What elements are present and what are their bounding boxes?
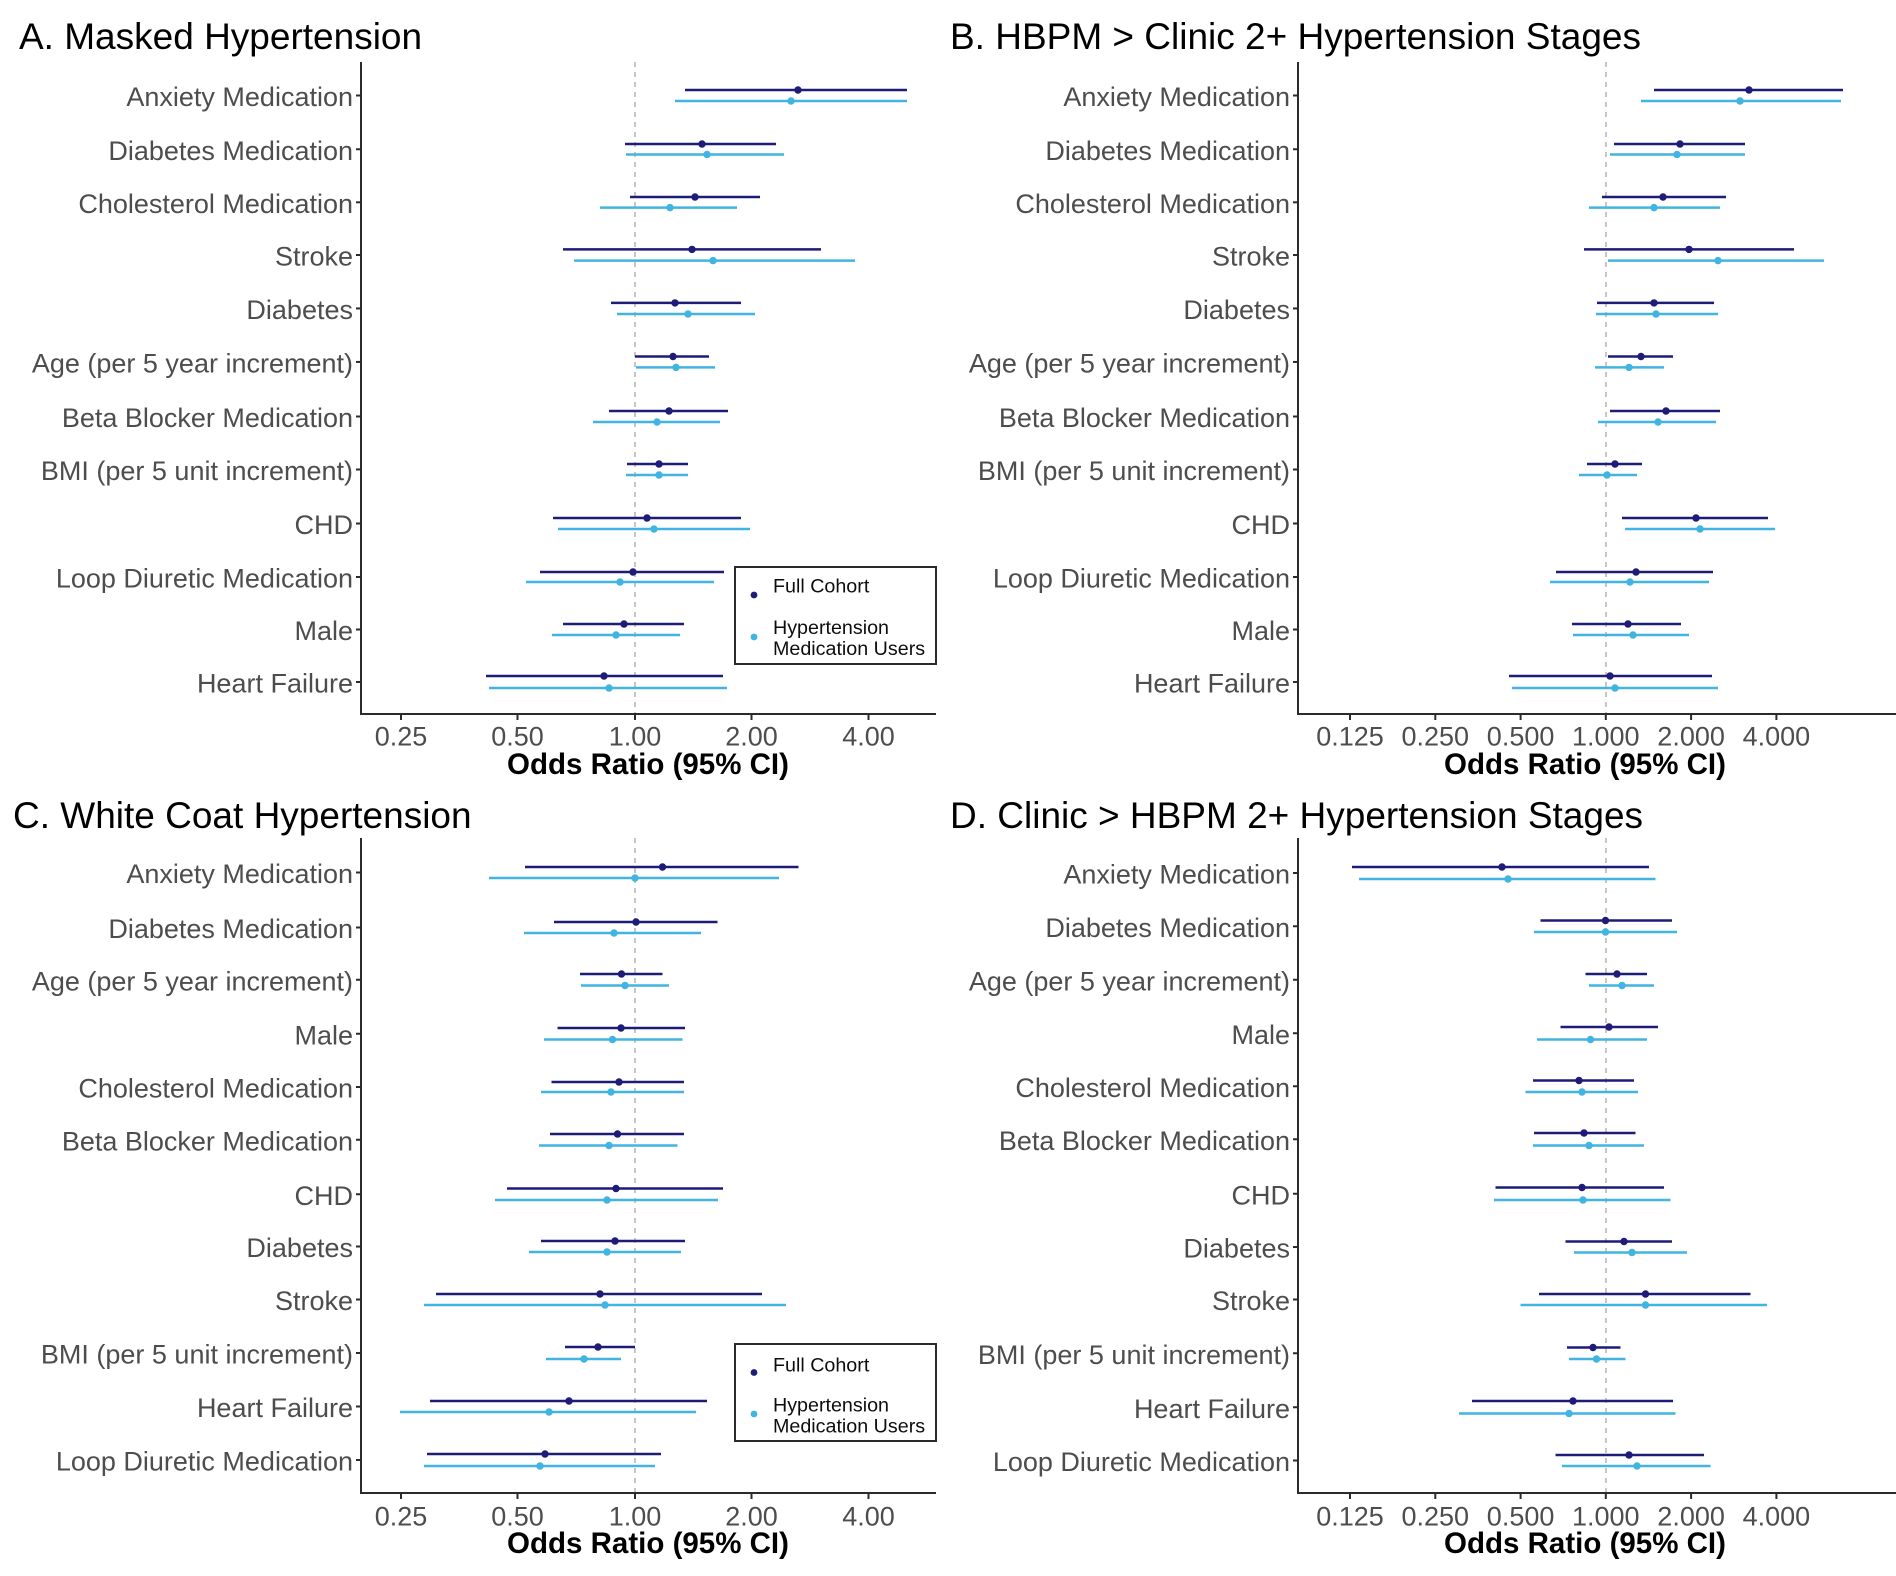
- svg-text:4.00: 4.00: [842, 722, 895, 752]
- svg-text:Diabetes Medication: Diabetes Medication: [108, 136, 353, 166]
- svg-text:Diabetes: Diabetes: [1183, 295, 1290, 325]
- svg-text:1.00: 1.00: [609, 722, 662, 752]
- svg-text:Beta Blocker Medication: Beta Blocker Medication: [999, 403, 1290, 433]
- svg-text:4.00: 4.00: [842, 1502, 895, 1532]
- svg-text:Diabetes Medication: Diabetes Medication: [1045, 136, 1290, 166]
- svg-text:Heart Failure: Heart Failure: [197, 1393, 353, 1423]
- svg-text:D. Clinic > HBPM 2+ Hypertensi: D. Clinic > HBPM 2+ Hypertension Stages: [950, 795, 1643, 836]
- svg-text:4.000: 4.000: [1743, 722, 1811, 752]
- svg-text:0.500: 0.500: [1487, 722, 1555, 752]
- svg-text:CHD: CHD: [295, 1181, 354, 1211]
- svg-text:Beta Blocker Medication: Beta Blocker Medication: [62, 403, 353, 433]
- svg-text:Age (per 5 year increment): Age (per 5 year increment): [32, 348, 353, 378]
- svg-text:Odds Ratio (95% CI): Odds Ratio (95% CI): [1444, 1527, 1726, 1560]
- svg-text:2.00: 2.00: [725, 722, 778, 752]
- svg-text:Medication Users: Medication Users: [773, 638, 925, 660]
- svg-text:Anxiety Medication: Anxiety Medication: [1063, 82, 1290, 112]
- svg-text:2.000: 2.000: [1657, 722, 1725, 752]
- svg-text:BMI (per 5 unit increment): BMI (per 5 unit increment): [978, 1340, 1290, 1370]
- svg-text:Male: Male: [1231, 616, 1290, 646]
- svg-text:Heart Failure: Heart Failure: [1134, 1394, 1290, 1424]
- svg-text:1.000: 1.000: [1572, 1502, 1640, 1532]
- svg-text:Odds Ratio (95% CI): Odds Ratio (95% CI): [507, 1527, 789, 1560]
- svg-text:A. Masked Hypertension: A. Masked Hypertension: [19, 16, 422, 57]
- svg-text:0.125: 0.125: [1316, 722, 1384, 752]
- svg-text:Diabetes: Diabetes: [1183, 1234, 1290, 1264]
- svg-text:4.000: 4.000: [1743, 1502, 1811, 1532]
- svg-text:0.250: 0.250: [1402, 722, 1470, 752]
- svg-text:BMI (per 5 unit increment): BMI (per 5 unit increment): [978, 456, 1290, 486]
- svg-text:Anxiety Medication: Anxiety Medication: [126, 859, 353, 889]
- svg-text:0.25: 0.25: [375, 722, 428, 752]
- svg-text:0.25: 0.25: [375, 1502, 428, 1532]
- svg-text:0.50: 0.50: [491, 722, 544, 752]
- svg-text:Loop Diuretic Medication: Loop Diuretic Medication: [56, 1447, 353, 1477]
- svg-text:2.000: 2.000: [1657, 1502, 1725, 1532]
- svg-text:0.500: 0.500: [1487, 1502, 1555, 1532]
- svg-text:Cholesterol Medication: Cholesterol Medication: [78, 1074, 353, 1104]
- svg-text:Diabetes: Diabetes: [246, 1233, 353, 1263]
- svg-text:Diabetes: Diabetes: [246, 295, 353, 325]
- svg-text:Medication Users: Medication Users: [773, 1416, 925, 1438]
- svg-text:Beta Blocker Medication: Beta Blocker Medication: [999, 1126, 1290, 1156]
- svg-text:Age (per 5 year increment): Age (per 5 year increment): [32, 966, 353, 996]
- svg-text:Stroke: Stroke: [1212, 1286, 1290, 1316]
- svg-text:0.125: 0.125: [1316, 1502, 1384, 1532]
- svg-text:CHD: CHD: [1232, 510, 1291, 540]
- svg-text:Loop Diuretic Medication: Loop Diuretic Medication: [993, 1447, 1290, 1477]
- svg-text:CHD: CHD: [1232, 1180, 1291, 1210]
- svg-text:Hypertension: Hypertension: [773, 617, 889, 639]
- svg-text:Loop Diuretic Medication: Loop Diuretic Medication: [56, 564, 353, 594]
- svg-text:Age (per 5 year increment): Age (per 5 year increment): [969, 348, 1290, 378]
- svg-text:Male: Male: [1231, 1020, 1290, 1050]
- svg-text:Loop Diuretic Medication: Loop Diuretic Medication: [993, 564, 1290, 594]
- svg-text:B. HBPM > Clinic 2+ Hypertensi: B. HBPM > Clinic 2+ Hypertension Stages: [950, 16, 1641, 57]
- svg-text:Full Cohort: Full Cohort: [773, 576, 870, 598]
- svg-text:Hypertension: Hypertension: [773, 1395, 889, 1417]
- svg-text:BMI (per 5 unit increment): BMI (per 5 unit increment): [41, 1340, 353, 1370]
- svg-text:Odds Ratio (95% CI): Odds Ratio (95% CI): [1444, 748, 1726, 781]
- svg-text:Diabetes Medication: Diabetes Medication: [1045, 913, 1290, 943]
- svg-text:1.000: 1.000: [1572, 722, 1640, 752]
- svg-text:C. White Coat Hypertension: C. White Coat Hypertension: [13, 795, 472, 836]
- svg-text:Stroke: Stroke: [275, 242, 353, 272]
- svg-text:Heart Failure: Heart Failure: [197, 669, 353, 699]
- svg-text:Cholesterol Medication: Cholesterol Medication: [78, 189, 353, 219]
- svg-text:Diabetes Medication: Diabetes Medication: [108, 914, 353, 944]
- svg-text:2.00: 2.00: [725, 1502, 778, 1532]
- svg-text:Anxiety Medication: Anxiety Medication: [1063, 860, 1290, 890]
- svg-text:Anxiety Medication: Anxiety Medication: [126, 82, 353, 112]
- svg-text:BMI (per 5 unit increment): BMI (per 5 unit increment): [41, 456, 353, 486]
- svg-text:1.00: 1.00: [609, 1502, 662, 1532]
- svg-text:Age (per 5 year increment): Age (per 5 year increment): [969, 966, 1290, 996]
- svg-text:Stroke: Stroke: [1212, 242, 1290, 272]
- svg-text:0.250: 0.250: [1402, 1502, 1470, 1532]
- svg-text:Cholesterol Medication: Cholesterol Medication: [1015, 189, 1290, 219]
- svg-text:Beta Blocker Medication: Beta Blocker Medication: [62, 1126, 353, 1156]
- svg-text:Full Cohort: Full Cohort: [773, 1355, 870, 1377]
- svg-text:0.50: 0.50: [491, 1502, 544, 1532]
- svg-text:CHD: CHD: [295, 510, 354, 540]
- svg-text:Cholesterol Medication: Cholesterol Medication: [1015, 1073, 1290, 1103]
- svg-text:Odds Ratio (95% CI): Odds Ratio (95% CI): [507, 748, 789, 781]
- svg-text:Male: Male: [294, 616, 353, 646]
- svg-text:Stroke: Stroke: [275, 1286, 353, 1316]
- svg-text:Male: Male: [294, 1020, 353, 1050]
- svg-text:Heart Failure: Heart Failure: [1134, 669, 1290, 699]
